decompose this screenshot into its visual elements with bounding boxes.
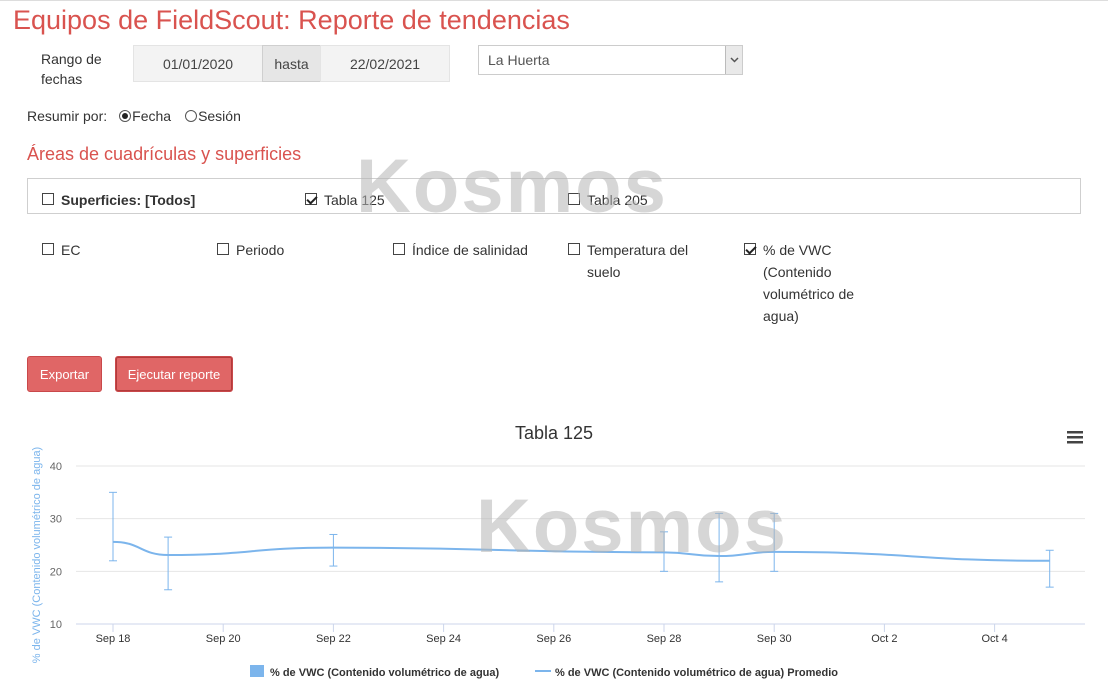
metric-vwc-checkbox[interactable]: % de VWC (Contenido volumétrico de agua) [744, 239, 874, 327]
surface-all-checkbox[interactable]: Superficies: [Todos] [42, 189, 195, 211]
grid-lines [76, 465, 1085, 625]
checkbox[interactable] [305, 193, 317, 205]
y-tick-label: 20 [50, 566, 62, 578]
trend-chart: Tabla 125 % de VWC (Contenido volumétric… [31, 423, 1085, 679]
checkbox[interactable] [217, 243, 229, 255]
run-report-button[interactable]: Ejecutar reporte [115, 356, 233, 392]
average-line [112, 540, 1050, 562]
y-tick-label: 10 [50, 619, 62, 631]
metric-salinity-checkbox[interactable]: Índice de salinidad [393, 239, 528, 261]
y-tick-label: 30 [50, 514, 62, 526]
legend: % de VWC (Contenido volumétrico de agua)… [250, 665, 838, 679]
legend-swatch-bar [250, 665, 264, 677]
summarize-option-session[interactable]: Sesión [185, 108, 241, 124]
date-separator: hasta [262, 45, 321, 82]
checkbox[interactable] [393, 243, 405, 255]
summarize-option-label: Fecha [132, 108, 172, 124]
export-button[interactable]: Exportar [27, 356, 102, 392]
y-tick-label: 40 [50, 461, 62, 473]
x-tick-label: Oct 4 [981, 633, 1007, 645]
summarize-label: Resumir por: [27, 108, 108, 124]
summarize-option-date[interactable]: Fecha [119, 108, 171, 124]
metric-periodo-checkbox[interactable]: Periodo [217, 239, 284, 261]
checkbox[interactable] [568, 243, 580, 255]
watermark: Kosmos [476, 484, 788, 569]
x-tick-label: Sep 24 [426, 633, 461, 645]
date-from-input[interactable]: 01/01/2020 [133, 45, 263, 82]
radio-fecha[interactable] [119, 110, 132, 122]
top-border [0, 0, 1108, 1]
location-select-value: La Huerta [488, 52, 550, 68]
checkbox-label: EC [61, 242, 81, 258]
checkbox[interactable] [42, 193, 54, 205]
checkbox-label: Periodo [236, 242, 285, 258]
surface-tabla-125-checkbox[interactable]: Tabla 125 [305, 189, 385, 211]
surface-tabla-205-checkbox[interactable]: Tabla 205 [568, 189, 648, 211]
x-tick-label: Sep 22 [316, 633, 351, 645]
date-range-label: Rango de fechas [41, 51, 102, 87]
radio-sesion[interactable] [185, 110, 198, 122]
error-bars [109, 491, 1054, 591]
checkbox-label: Temperatura del suelo [587, 242, 689, 280]
checkbox[interactable] [744, 243, 756, 255]
checkbox-label: Índice de salinidad [412, 242, 528, 258]
legend-item-line[interactable]: % de VWC (Contenido volumétrico de agua)… [555, 667, 838, 679]
summarize-group: Resumir por: Fecha Sesión [27, 108, 241, 124]
surfaces-panel [27, 178, 1081, 214]
metric-soil-temp-checkbox[interactable]: Temperatura del suelo [568, 239, 708, 283]
watermark: Kosmos [356, 144, 668, 229]
checkbox-label: Tabla 205 [587, 192, 648, 208]
checkbox-label: % de VWC (Contenido volumétrico de agua) [763, 242, 855, 324]
location-select[interactable]: La Huerta [478, 45, 743, 75]
areas-heading: Áreas de cuadrículas y superficies [27, 144, 302, 164]
x-tick-label: Oct 2 [871, 633, 897, 645]
page-title: Equipos de FieldScout: Reporte de tenden… [13, 5, 570, 35]
x-tick-label: Sep 30 [757, 633, 792, 645]
chart-title: Tabla 125 [515, 423, 593, 443]
checkbox[interactable] [42, 243, 54, 255]
checkbox-label: Superficies: [Todos] [61, 192, 196, 208]
summarize-option-label: Sesión [198, 108, 241, 124]
y-axis: 10 20 30 40 [50, 461, 62, 631]
x-axis: Sep 18 Sep 20 Sep 22 Sep 24 Sep 26 Sep 28 Sep … [96, 624, 1008, 645]
date-to-input[interactable]: 22/02/2021 [320, 45, 450, 82]
x-tick-label: Sep 28 [647, 633, 682, 645]
checkbox-label: Tabla 125 [324, 192, 385, 208]
chevron-down-icon[interactable] [725, 46, 742, 74]
menu-icon[interactable] [1067, 431, 1083, 444]
y-axis-label: % de VWC (Contenido volumétrico de agua) [31, 447, 43, 663]
x-tick-label: Sep 18 [96, 633, 131, 645]
metric-ec-checkbox[interactable]: EC [42, 239, 80, 261]
x-tick-label: Sep 26 [536, 633, 571, 645]
legend-item-bar[interactable]: % de VWC (Contenido volumétrico de agua) [270, 667, 500, 679]
checkbox[interactable] [568, 193, 580, 205]
x-tick-label: Sep 20 [206, 633, 241, 645]
